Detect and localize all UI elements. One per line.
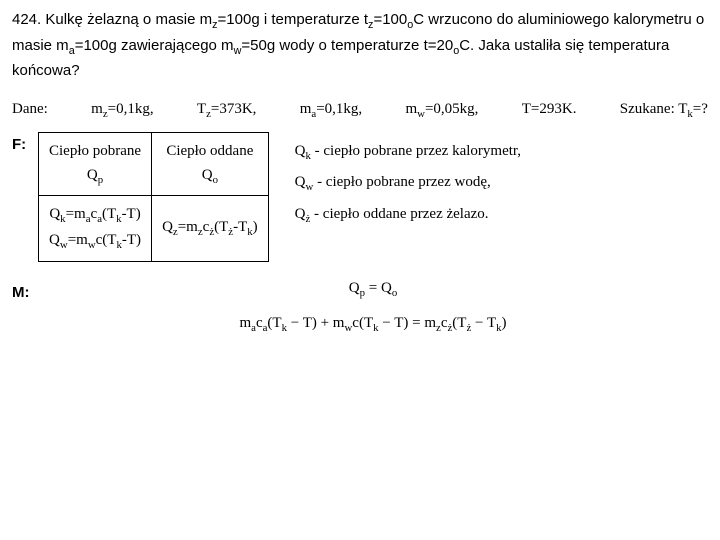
m-label: M:	[12, 280, 38, 301]
problem-text: Kulkę żelazną o masie mz=100g i temperat…	[12, 11, 704, 79]
legend: Qk - ciepło pobrane przez kalorymetr, Qw…	[295, 132, 521, 231]
legend-item: Qż - ciepło oddane przez żelazo.	[295, 199, 521, 231]
equation-balance: Qp = Qo	[38, 280, 708, 299]
heat-absorbed-formulas: Qk=maca(Tk-T)Qw=mwc(Tk-T)	[39, 195, 152, 261]
dane-item-3: mw=0,05kg,	[405, 101, 478, 120]
heat-table: Ciepło pobraneQp Ciepło oddaneQo Qk=maca…	[38, 132, 269, 262]
method-section: M: Qp = Qo maca(Tk − T) + mwc(Tk − T) = …	[12, 280, 708, 334]
f-label: F:	[12, 132, 38, 153]
problem-statement: 424. Kulkę żelazną o masie mz=100g i tem…	[12, 8, 708, 83]
heat-absorbed-header: Ciepło pobraneQp	[39, 132, 152, 195]
dane-item-1: Tz=373K,	[197, 101, 257, 120]
dane-label: Dane:	[12, 101, 48, 120]
equation-expanded: maca(Tk − T) + mwc(Tk − T) = mzcż(Tż − T…	[38, 315, 708, 334]
szukane: Szukane: Tk=?	[620, 101, 708, 120]
problem-number: 424.	[12, 11, 41, 28]
dane-item-4: T=293K.	[522, 101, 577, 120]
formulas-section: F: Ciepło pobraneQp Ciepło oddaneQo Qk=m…	[12, 132, 708, 262]
legend-item: Qk - ciepło pobrane przez kalorymetr,	[295, 136, 521, 168]
given-sought-row: Dane: mz=0,1kg, Tz=373K, ma=0,1kg, mw=0,…	[12, 101, 708, 120]
table-row: Ciepło pobraneQp Ciepło oddaneQo	[39, 132, 269, 195]
dane-item-0: mz=0,1kg,	[91, 101, 153, 120]
heat-released-header: Ciepło oddaneQo	[152, 132, 269, 195]
dane-item-2: ma=0,1kg,	[300, 101, 362, 120]
table-row: Qk=maca(Tk-T)Qw=mwc(Tk-T) Qz=mzcż(Tż-Tk)	[39, 195, 269, 261]
heat-released-formulas: Qz=mzcż(Tż-Tk)	[152, 195, 269, 261]
legend-item: Qw - ciepło pobrane przez wodę,	[295, 167, 521, 199]
